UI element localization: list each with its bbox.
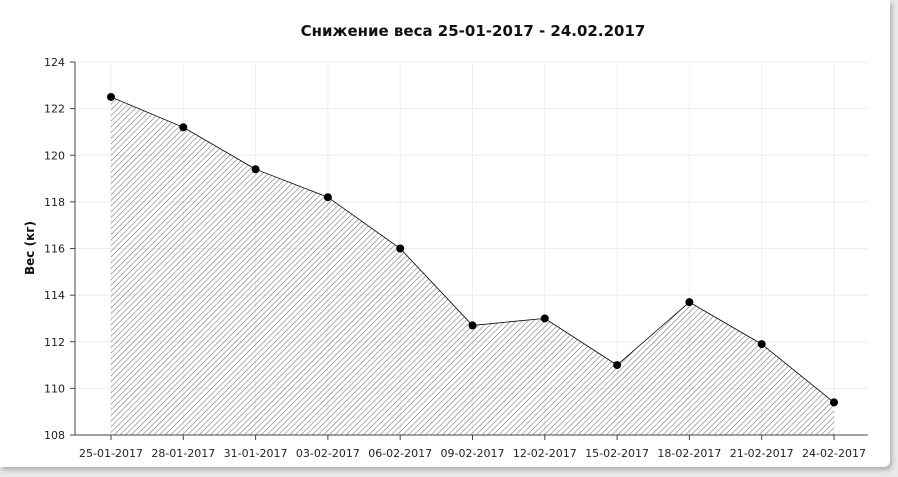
y-tick-label: 118 xyxy=(44,196,65,209)
x-tick-label: 24-02-2017 xyxy=(802,447,866,460)
x-tick-labels: 25-01-2017 28-01-2017 31-01-2017 03-02-2017… xyxy=(79,447,866,460)
data-point[interactable] xyxy=(179,123,188,132)
data-point[interactable] xyxy=(323,193,332,202)
y-tick-label: 110 xyxy=(44,382,65,395)
y-tick-label: 122 xyxy=(44,103,65,116)
data-point[interactable] xyxy=(757,340,766,349)
x-tick-label: 15-02-2017 xyxy=(585,447,649,460)
chart-title: Снижение веса 25-01-2017 - 24.02.2017 xyxy=(301,22,646,40)
data-point[interactable] xyxy=(468,321,477,330)
x-tick-label: 12-02-2017 xyxy=(513,447,577,460)
data-point[interactable] xyxy=(613,361,622,370)
chart-card: Снижение веса 25-01-2017 - 24.02.2017 Ве… xyxy=(0,0,890,467)
chart: Снижение веса 25-01-2017 - 24.02.2017 Ве… xyxy=(23,22,868,460)
x-tick-label: 06-02-2017 xyxy=(368,447,432,460)
y-tick-label: 124 xyxy=(44,56,65,69)
area-fill xyxy=(111,97,834,435)
data-points xyxy=(107,92,838,407)
y-tick-labels: 108 110 112 114 116 118 120 122 124 xyxy=(44,56,65,442)
axes xyxy=(70,61,868,440)
y-tick-label: 114 xyxy=(44,289,65,302)
x-tick-label: 03-02-2017 xyxy=(296,447,360,460)
data-point[interactable] xyxy=(251,165,260,174)
x-tick-label: 28-01-2017 xyxy=(151,447,215,460)
x-tick-label: 31-01-2017 xyxy=(224,447,288,460)
x-tick-label: 18-02-2017 xyxy=(657,447,721,460)
data-point[interactable] xyxy=(685,298,694,307)
y-tick-label: 120 xyxy=(44,149,65,162)
y-tick-label: 108 xyxy=(44,429,65,442)
y-tick-label: 112 xyxy=(44,336,65,349)
y-axis-label: Вес (кг) xyxy=(23,221,37,275)
data-point[interactable] xyxy=(830,398,838,407)
x-tick-label: 09-02-2017 xyxy=(441,447,505,460)
x-tick-label: 21-02-2017 xyxy=(730,447,794,460)
y-tick-label: 116 xyxy=(44,243,65,256)
x-tick-label: 25-01-2017 xyxy=(79,447,143,460)
data-point[interactable] xyxy=(540,314,549,323)
data-point[interactable] xyxy=(107,92,115,101)
data-point[interactable] xyxy=(396,244,405,253)
